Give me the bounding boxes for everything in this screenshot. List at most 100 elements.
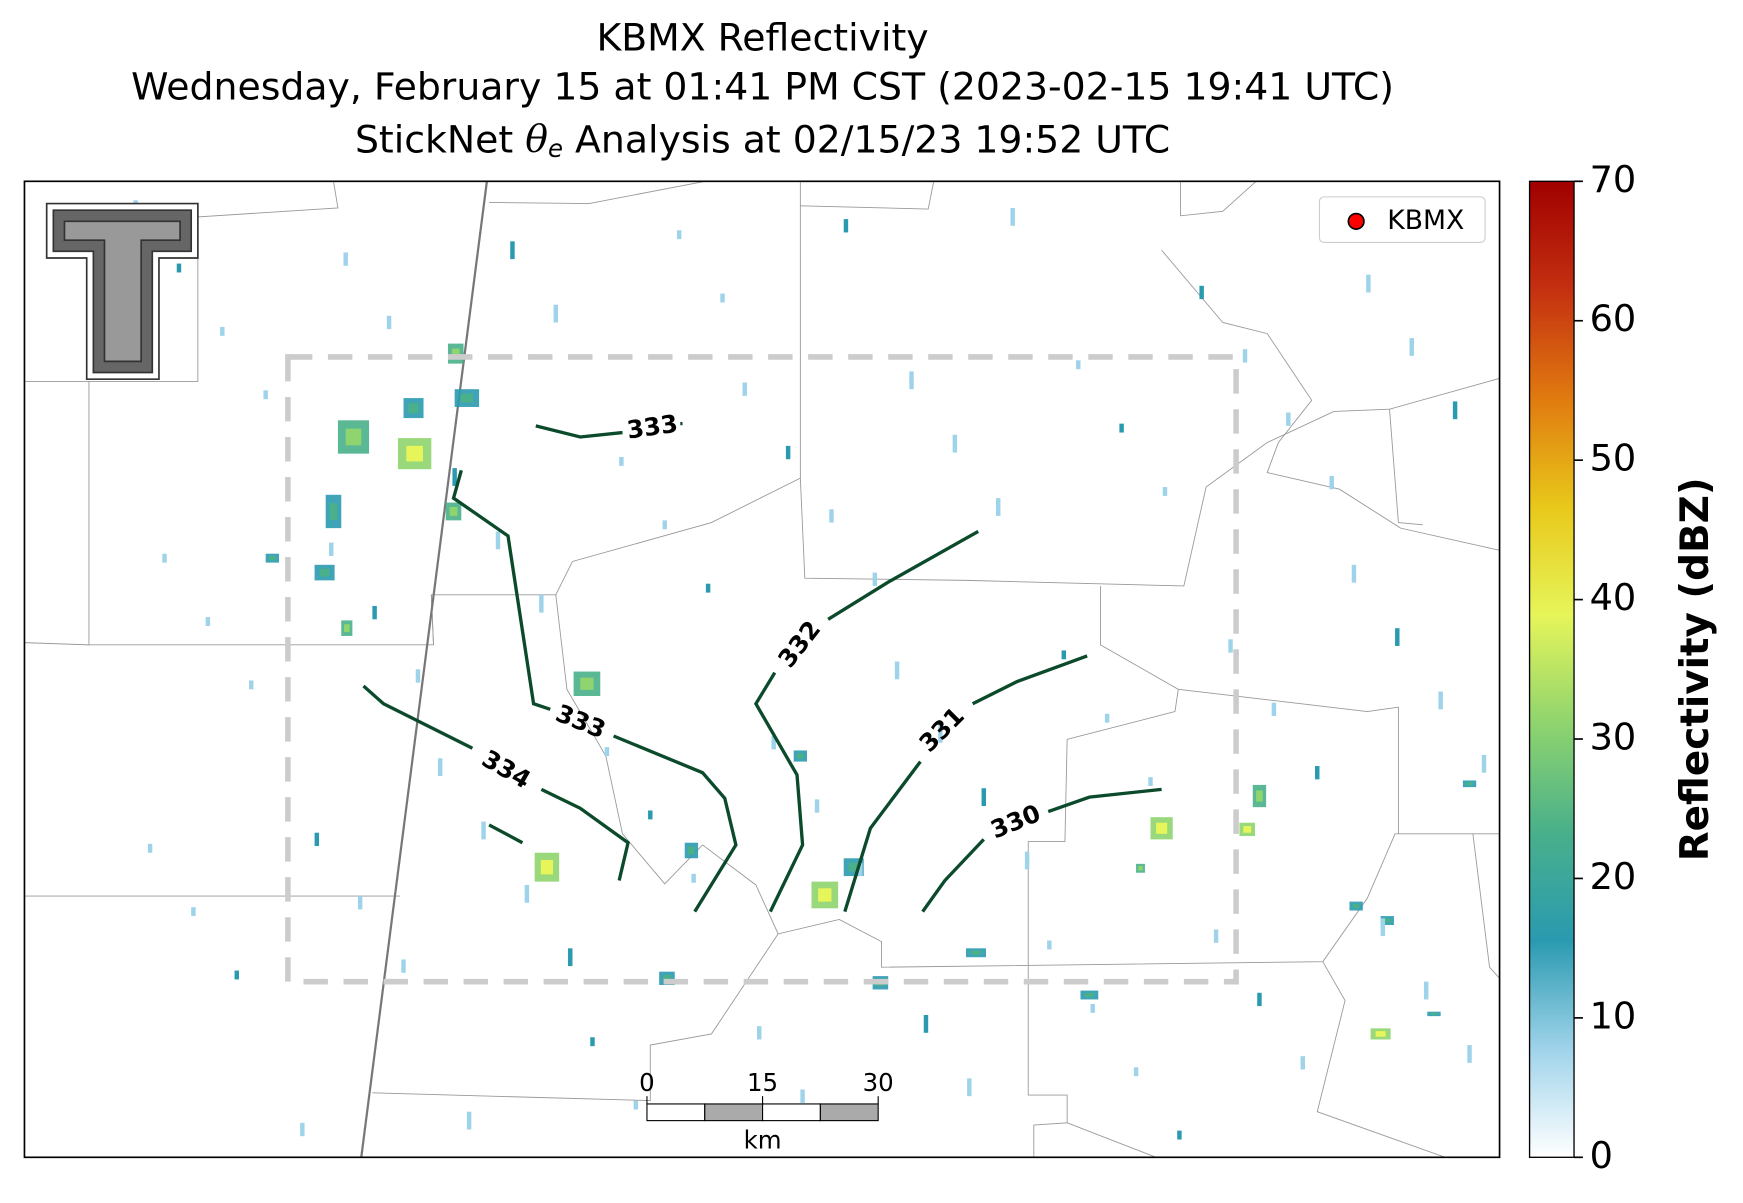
echo-speck: [357, 896, 363, 910]
state-line: [360, 181, 488, 1158]
echo-speck: [401, 959, 406, 973]
colorbar-tick-label: 40: [1590, 576, 1637, 619]
echo-speck: [1242, 349, 1248, 363]
analysis-title: StickNet θe Analysis at 02/15/23 19:52 U…: [355, 116, 1170, 163]
echo-speck: [1300, 1056, 1306, 1070]
echo-speck: [452, 468, 457, 486]
echo-core: [1430, 1012, 1438, 1016]
subscript: e: [548, 134, 563, 163]
echo-speck: [191, 907, 196, 917]
echo-core: [1138, 866, 1143, 871]
colorbar-tick-label: 30: [1590, 716, 1637, 759]
echo-speck: [205, 617, 211, 626]
echo-speck: [1409, 338, 1414, 356]
echo-speck: [872, 572, 878, 586]
legend: KBMX: [1318, 196, 1486, 244]
echo-speck: [553, 304, 559, 323]
echo-speck: [466, 1111, 472, 1130]
echo-speck: [800, 1089, 805, 1103]
contour-line: [362, 684, 630, 881]
echo-core: [1352, 903, 1360, 909]
echo-speck: [648, 810, 653, 820]
echo-core: [329, 503, 338, 520]
echo-speck: [1351, 564, 1357, 583]
echo-speck: [1199, 285, 1204, 300]
echo-speck: [372, 605, 377, 620]
echo-speck: [757, 1026, 762, 1040]
echo-speck: [300, 1122, 305, 1137]
scale-segment: [819, 1103, 879, 1122]
echo-speck: [662, 520, 667, 530]
colorbar-ticks: 0 10 20 30 40 50 60 70: [1574, 158, 1636, 1177]
analysis-domain: [285, 354, 1239, 985]
echo-speck: [1271, 702, 1277, 716]
contour-label: 333: [625, 409, 680, 445]
scale-bar: 0 15 30 km: [639, 1068, 894, 1155]
echo-speck: [814, 799, 820, 813]
echo-speck: [619, 456, 624, 466]
echo-speck: [858, 862, 863, 877]
colorbar-label: Reflectivity (dBZ): [1673, 477, 1718, 861]
echo-core: [1243, 826, 1252, 833]
echo-speck: [343, 252, 348, 266]
echo-speck: [1438, 691, 1443, 710]
echo-core: [540, 859, 554, 875]
echo-speck: [437, 758, 443, 777]
echo-speck: [981, 788, 986, 807]
echo-speck: [1228, 639, 1233, 653]
echo-core: [406, 445, 423, 462]
colorbar-tick-label: 10: [1590, 994, 1637, 1037]
echo-speck: [1133, 1067, 1139, 1077]
echo-core: [345, 428, 362, 446]
echo-speck: [1010, 207, 1015, 226]
legend-label: KBMX: [1387, 205, 1464, 236]
echo-speck: [1119, 423, 1124, 433]
echo-speck: [314, 832, 320, 847]
echo-speck: [1257, 992, 1262, 1007]
echo-core: [1383, 918, 1391, 923]
echo-speck: [1024, 851, 1030, 870]
scale-unit: km: [744, 1126, 782, 1155]
echo-speck: [1423, 981, 1429, 1000]
echo-core: [451, 348, 460, 359]
echo-speck: [495, 531, 501, 550]
echo-speck: [1213, 929, 1219, 943]
legend-marker: [1347, 212, 1365, 230]
echo-speck: [568, 948, 573, 967]
echo-speck: [785, 445, 791, 460]
echo-speck: [234, 970, 239, 980]
echo-speck: [539, 594, 544, 613]
scale-segment: [704, 1103, 764, 1122]
echo-core: [848, 862, 859, 872]
echo-speck: [1177, 1130, 1182, 1140]
echo-core: [1084, 992, 1094, 998]
echo-speck: [510, 241, 515, 260]
echo-speck: [705, 583, 711, 593]
echo-speck: [843, 219, 849, 233]
colorbar-tick-label: 50: [1590, 437, 1637, 480]
echo-speck: [1452, 401, 1458, 420]
colorbar-tick-label: 0: [1590, 1134, 1613, 1177]
colorbar: [1528, 180, 1575, 1158]
echo-speck: [1061, 650, 1067, 660]
echo-speck: [1162, 487, 1168, 496]
echo-speck: [604, 747, 610, 757]
echo-speck: [1047, 940, 1052, 950]
echo-core: [663, 975, 671, 982]
colorbar-tick-label: 70: [1590, 158, 1637, 201]
echo-speck: [1380, 918, 1386, 937]
echo-speck: [1104, 713, 1110, 723]
echo-speck: [1329, 475, 1334, 490]
echo-speck: [1076, 360, 1081, 370]
echo-speck: [996, 498, 1001, 516]
echo-core: [1375, 1031, 1386, 1037]
echo-speck: [923, 1015, 929, 1033]
echo-core: [344, 624, 350, 633]
echo-speck: [481, 821, 486, 840]
analysis-before: StickNet: [355, 117, 525, 161]
echo-speck: [176, 263, 182, 273]
echo-speck: [329, 542, 334, 556]
echo-speck: [524, 884, 530, 903]
echo-core: [970, 950, 981, 955]
